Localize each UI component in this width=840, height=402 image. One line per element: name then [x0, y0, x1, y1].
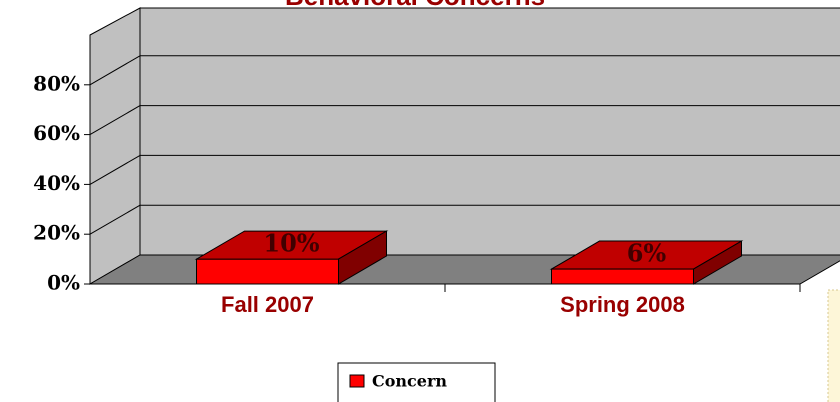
legend-label: Concern [372, 372, 447, 391]
bar-side [693, 240, 742, 285]
bar-front [196, 258, 339, 285]
side-wall [89, 7, 141, 285]
grid-line [89, 154, 141, 185]
grid-line [89, 55, 141, 86]
y-tick-label: 60% [33, 121, 80, 145]
back-wall [139, 7, 840, 256]
grid-line [89, 105, 141, 136]
y-tick-label: 0% [47, 271, 80, 295]
x-tick-label: Spring 2008 [560, 292, 685, 317]
y-tick-label: 20% [33, 221, 80, 245]
data-label: 10% [263, 229, 319, 258]
data-label: 6% [627, 239, 667, 268]
legend-swatch [349, 374, 365, 388]
bar-front [551, 268, 694, 285]
side-panel [827, 289, 840, 402]
y-tick-label: 40% [33, 171, 80, 195]
x-tick-label: Fall 2007 [221, 292, 314, 317]
y-tick-label: 80% [33, 71, 80, 95]
chart-title: Behavioral Concerns [285, 0, 545, 11]
bar-side [338, 230, 387, 285]
grid-line [89, 204, 141, 235]
